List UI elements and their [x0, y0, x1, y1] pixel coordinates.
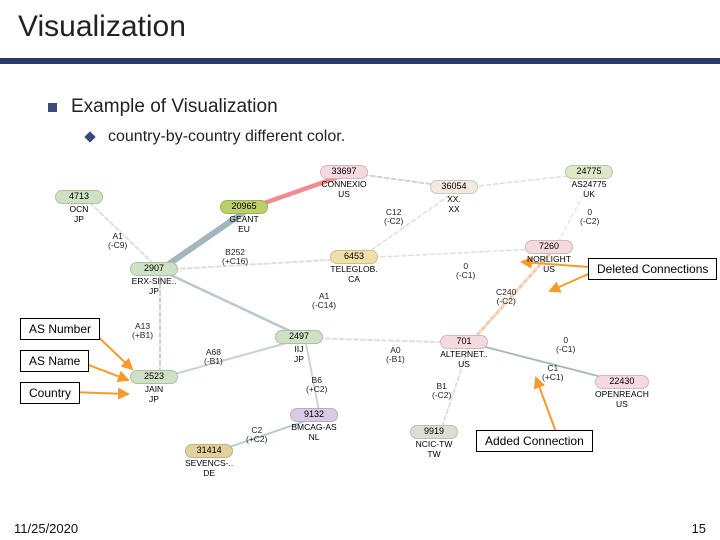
asn-pill: 33697 [320, 165, 368, 179]
asn-pill: 2523 [130, 370, 178, 384]
as-name-label: AS24775 [565, 180, 613, 189]
as-name-label: JAIN [130, 385, 178, 394]
as-country-label: US [320, 190, 368, 199]
asn-pill: 36054 [430, 180, 478, 194]
edge-label: A13(+B1) [132, 322, 153, 340]
callout-added: Added Connection [476, 430, 593, 452]
edge-label: 0(-C1) [556, 336, 575, 354]
asn-pill: 9919 [410, 425, 458, 439]
footer: 11/25/2020 15 [0, 521, 720, 536]
square-bullet-icon [48, 103, 57, 112]
subtitle-2: country-by-country different color. [86, 128, 345, 146]
as-country-label: JP [275, 355, 323, 364]
as-name-label: NCIC-TW [410, 440, 458, 449]
as-country-label: NL [290, 433, 338, 442]
asn-pill: 20965 [220, 200, 268, 214]
as-node: 4713OCNJP [55, 190, 103, 225]
as-country-label: TW [410, 450, 458, 459]
asn-pill: 31414 [185, 444, 233, 458]
as-node: 24775AS24775UK [565, 165, 613, 200]
as-name-label: BMCAG-AS [290, 423, 338, 432]
asn-pill: 6453 [330, 250, 378, 264]
callout-as-name: AS Name [20, 350, 89, 372]
edge-label: A1(-C9) [108, 232, 127, 250]
as-name-label: OPENREACH [595, 390, 649, 399]
asn-pill: 2497 [275, 330, 323, 344]
asn-pill: 24775 [565, 165, 613, 179]
as-node: 9919NCIC-TWTW [410, 425, 458, 460]
arrows-svg [0, 160, 720, 514]
as-name-label: TELEGLOB. [330, 265, 378, 274]
edge-label: 0(-C2) [580, 208, 599, 226]
callout-country: Country [20, 382, 80, 404]
as-node: 701ALTERNET..US [440, 335, 488, 370]
as-node: 20965GEANTEU [220, 200, 268, 235]
as-name-label: CONNEXIO [320, 180, 368, 189]
subtitle-1: Example of Visualization [48, 96, 278, 118]
subtitle-2-text: country-by-country different color. [108, 128, 345, 146]
footer-date: 11/25/2020 [14, 521, 78, 536]
as-node: 2497IIJJP [275, 330, 323, 365]
diagram-area: 33697CONNEXIOUS24775AS24775UK4713OCNJP20… [0, 160, 720, 514]
as-node: 22430OPENREACHUS [595, 375, 649, 410]
as-name-label: IIJ [275, 345, 323, 354]
as-node: 36054XX.XX [430, 180, 478, 215]
subtitle-1-text: Example of Visualization [71, 96, 278, 118]
as-country-label: EU [220, 225, 268, 234]
asn-pill: 2907 [130, 262, 178, 276]
page-title: Visualization [18, 10, 702, 44]
diamond-bullet-icon [84, 131, 95, 142]
asn-pill: 7260 [525, 240, 573, 254]
as-name-label: NORLIGHT [525, 255, 573, 264]
edge-label: C240(-C2) [496, 288, 516, 306]
as-name-label: SEVENCS-.. [185, 459, 233, 468]
callout-as-number: AS Number [20, 318, 100, 340]
as-country-label: US [440, 360, 488, 369]
as-country-label: US [595, 400, 649, 409]
as-country-label: CA [330, 275, 378, 284]
as-name-label: ERX-SINE.. [130, 277, 178, 286]
title-bar: Visualization [0, 0, 720, 64]
as-country-label: JP [55, 215, 103, 224]
as-node: 2523JAINJP [130, 370, 178, 405]
as-country-label: DE [185, 469, 233, 478]
as-country-label: UK [565, 190, 613, 199]
as-node: 33697CONNEXIOUS [320, 165, 368, 200]
footer-page: 15 [692, 521, 706, 536]
as-name-label: ALTERNET.. [440, 350, 488, 359]
callout-deleted: Deleted Connections [588, 258, 717, 280]
as-country-label: US [525, 265, 573, 274]
as-country-label: XX [430, 205, 478, 214]
asn-pill: 9132 [290, 408, 338, 422]
edge-label: A0(-B1) [386, 346, 405, 364]
as-node: 9132BMCAG-ASNL [290, 408, 338, 443]
as-country-label: JP [130, 287, 178, 296]
edge-label: C1(+C1) [542, 364, 564, 382]
edge-label: A1(-C14) [312, 292, 336, 310]
edge-label: A68(-B1) [204, 348, 223, 366]
edge-label: B252(+C16) [222, 248, 248, 266]
as-node: 31414SEVENCS-..DE [185, 444, 233, 479]
edge-label: C2(+C2) [246, 426, 268, 444]
edges-svg [0, 160, 720, 514]
asn-pill: 701 [440, 335, 488, 349]
as-country-label: JP [130, 395, 178, 404]
edge-label: C12(-C2) [384, 208, 403, 226]
edge-label: B1(-C2) [432, 382, 451, 400]
asn-pill: 22430 [595, 375, 649, 389]
as-node: 2907ERX-SINE..JP [130, 262, 178, 297]
asn-pill: 4713 [55, 190, 103, 204]
edge-label: 0(-C1) [456, 262, 475, 280]
as-name-label: XX. [430, 195, 478, 204]
as-node: 6453TELEGLOB.CA [330, 250, 378, 285]
as-name-label: GEANT [220, 215, 268, 224]
edge-label: B6(+C2) [306, 376, 328, 394]
as-node: 7260NORLIGHTUS [525, 240, 573, 275]
as-name-label: OCN [55, 205, 103, 214]
